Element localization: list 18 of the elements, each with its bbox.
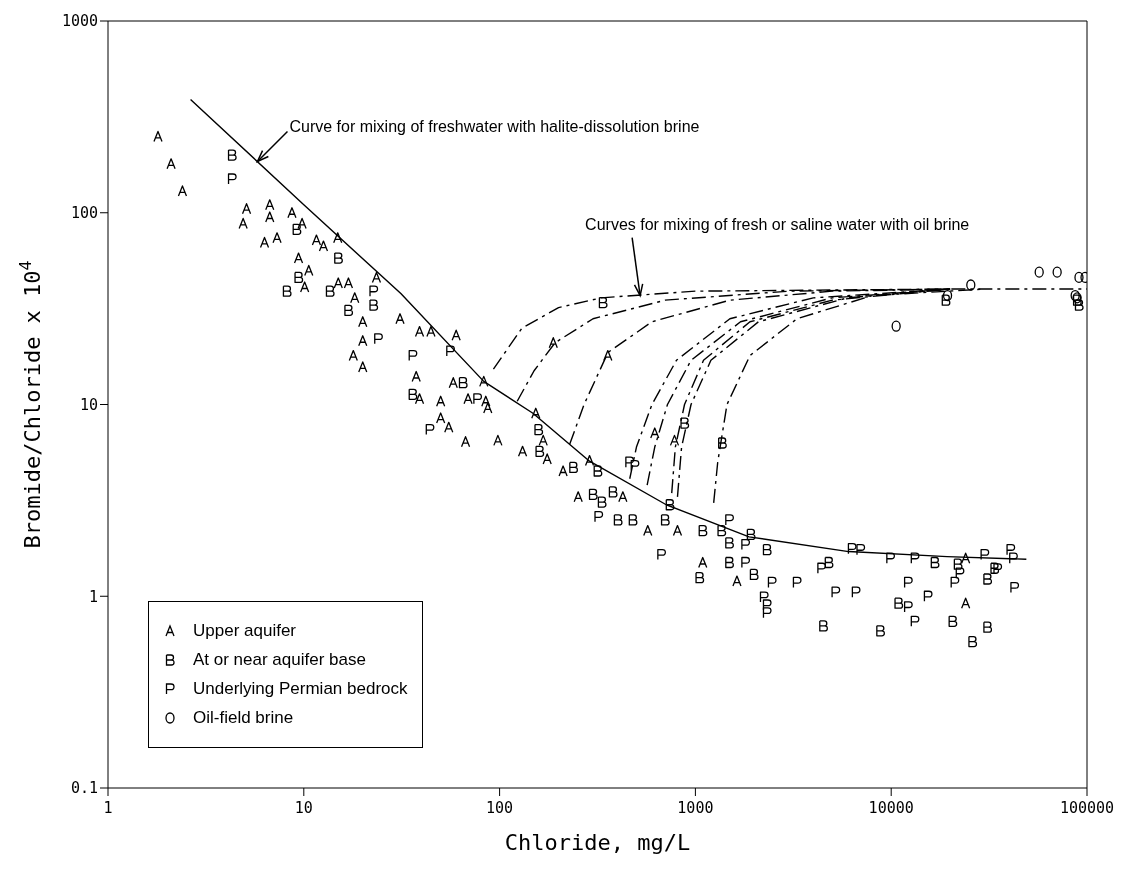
y-tick-label: 10 [79,395,98,414]
x-tick-label: 10000 [868,798,914,817]
legend-label: At or near aquifer base [193,650,366,670]
legend-label: Underlying Permian bedrock [193,679,408,699]
x-tick-label: 100 [486,798,514,817]
x-tick-label: 10 [294,798,313,817]
y-tick-label: 100 [70,204,98,223]
annotation: Curve for mixing of freshwater with halite-dissolution brine [289,117,700,135]
y-tick-label: 1000 [61,12,98,31]
x-tick-label: 1000 [677,798,714,817]
legend-label: Upper aquifer [193,621,297,641]
annotation: Curves for mixing of fresh or saline water with oil brine [585,215,970,233]
y-tick-label: 0.1 [70,779,98,798]
x-axis-title: Chloride, mg/L [504,830,691,855]
y-tick-label: 1 [88,587,98,606]
x-tick-label: 1 [103,798,113,817]
x-tick-label: 100000 [1059,798,1115,817]
legend-label: Oil-field brine [193,708,294,728]
